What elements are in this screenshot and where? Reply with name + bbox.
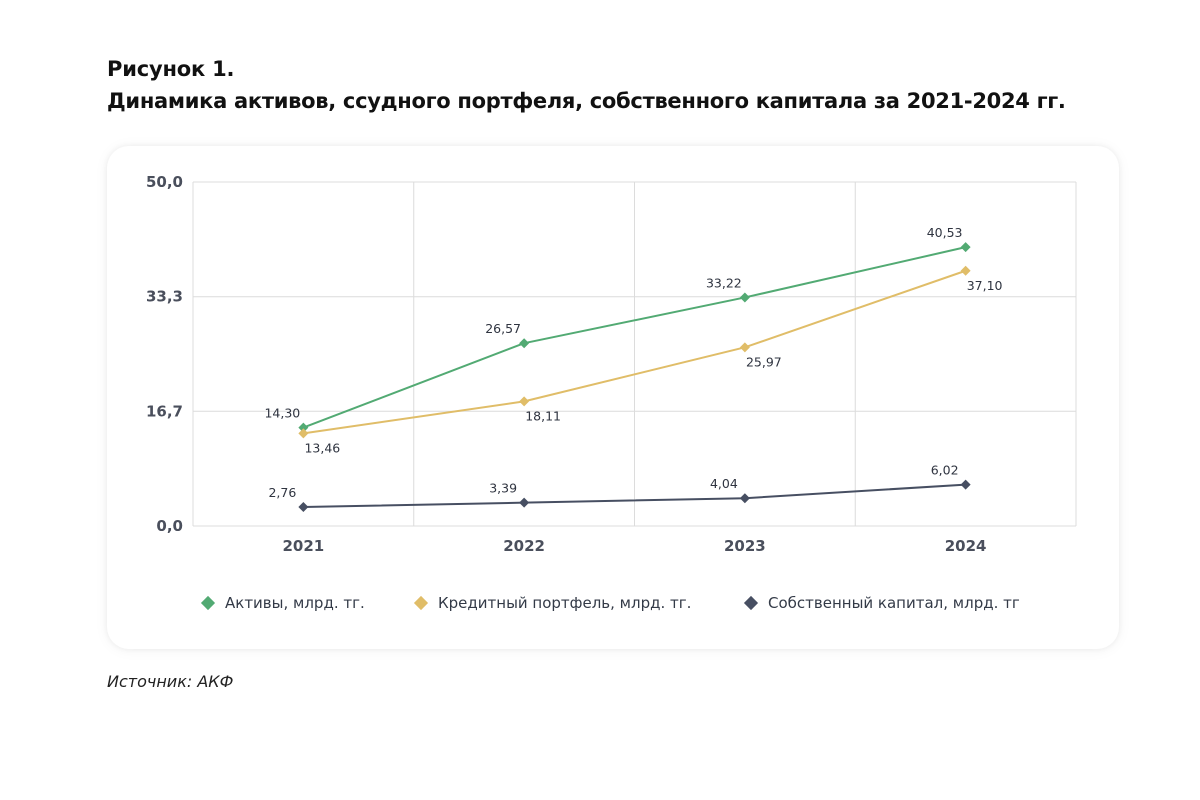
- data-label: 6,02: [931, 463, 959, 478]
- x-tick-label: 2021: [283, 537, 325, 555]
- x-tick-label: 2022: [503, 537, 545, 555]
- data-point: [298, 422, 309, 433]
- y-tick-label: 50,0: [146, 173, 183, 191]
- data-point: [739, 342, 750, 353]
- data-point: [519, 396, 530, 407]
- figure-title: Динамика активов, ссудного портфеля, соб…: [107, 89, 1066, 113]
- legend-label: Кредитный портфель, млрд. тг.: [438, 594, 692, 612]
- data-point: [960, 242, 971, 253]
- data-point: [960, 265, 971, 276]
- data-point: [298, 428, 309, 439]
- legend-marker-icon: [200, 595, 216, 611]
- chart-card: [107, 146, 1119, 649]
- y-tick-label: 16,7: [146, 402, 183, 420]
- legend-item: Собственный капитал, млрд. тг: [743, 594, 1020, 612]
- data-label: 25,97: [746, 354, 782, 369]
- data-label: 4,04: [710, 476, 738, 491]
- legend-marker-icon: [743, 595, 759, 611]
- data-label: 18,11: [525, 408, 561, 423]
- data-label: 13,46: [304, 440, 340, 455]
- data-label: 26,57: [485, 321, 521, 336]
- x-tick-label: 2023: [724, 537, 766, 555]
- data-point: [298, 502, 309, 513]
- series-line-2: [303, 269, 966, 435]
- x-tick-label: 2024: [945, 537, 987, 555]
- data-point: [739, 493, 750, 504]
- data-label: 40,53: [927, 225, 963, 240]
- data-point: [519, 338, 530, 349]
- y-tick-label: 0,0: [156, 517, 183, 535]
- data-label: 3,39: [489, 481, 517, 496]
- data-label: 14,30: [264, 406, 300, 421]
- series-line-1: [303, 246, 966, 429]
- legend-item: Кредитный портфель, млрд. тг.: [413, 594, 692, 612]
- legend-label: Активы, млрд. тг.: [225, 594, 365, 612]
- source-note: Источник: АКФ: [107, 672, 234, 691]
- legend-item: Активы, млрд. тг.: [200, 594, 365, 612]
- series-line-3: [303, 483, 966, 509]
- legend-label: Собственный капитал, млрд. тг: [768, 594, 1020, 612]
- y-tick-label: 33,3: [146, 288, 183, 306]
- data-point: [960, 479, 971, 490]
- data-label: 2,76: [268, 485, 296, 500]
- figure-label: Рисунок 1.: [107, 57, 235, 81]
- chart-legend: Активы, млрд. тг. Кредитный портфель, млр…: [0, 594, 1200, 618]
- data-label: 33,22: [706, 275, 742, 290]
- data-point: [519, 497, 530, 508]
- data-label: 37,10: [967, 278, 1003, 293]
- legend-marker-icon: [413, 595, 429, 611]
- data-point: [739, 292, 750, 303]
